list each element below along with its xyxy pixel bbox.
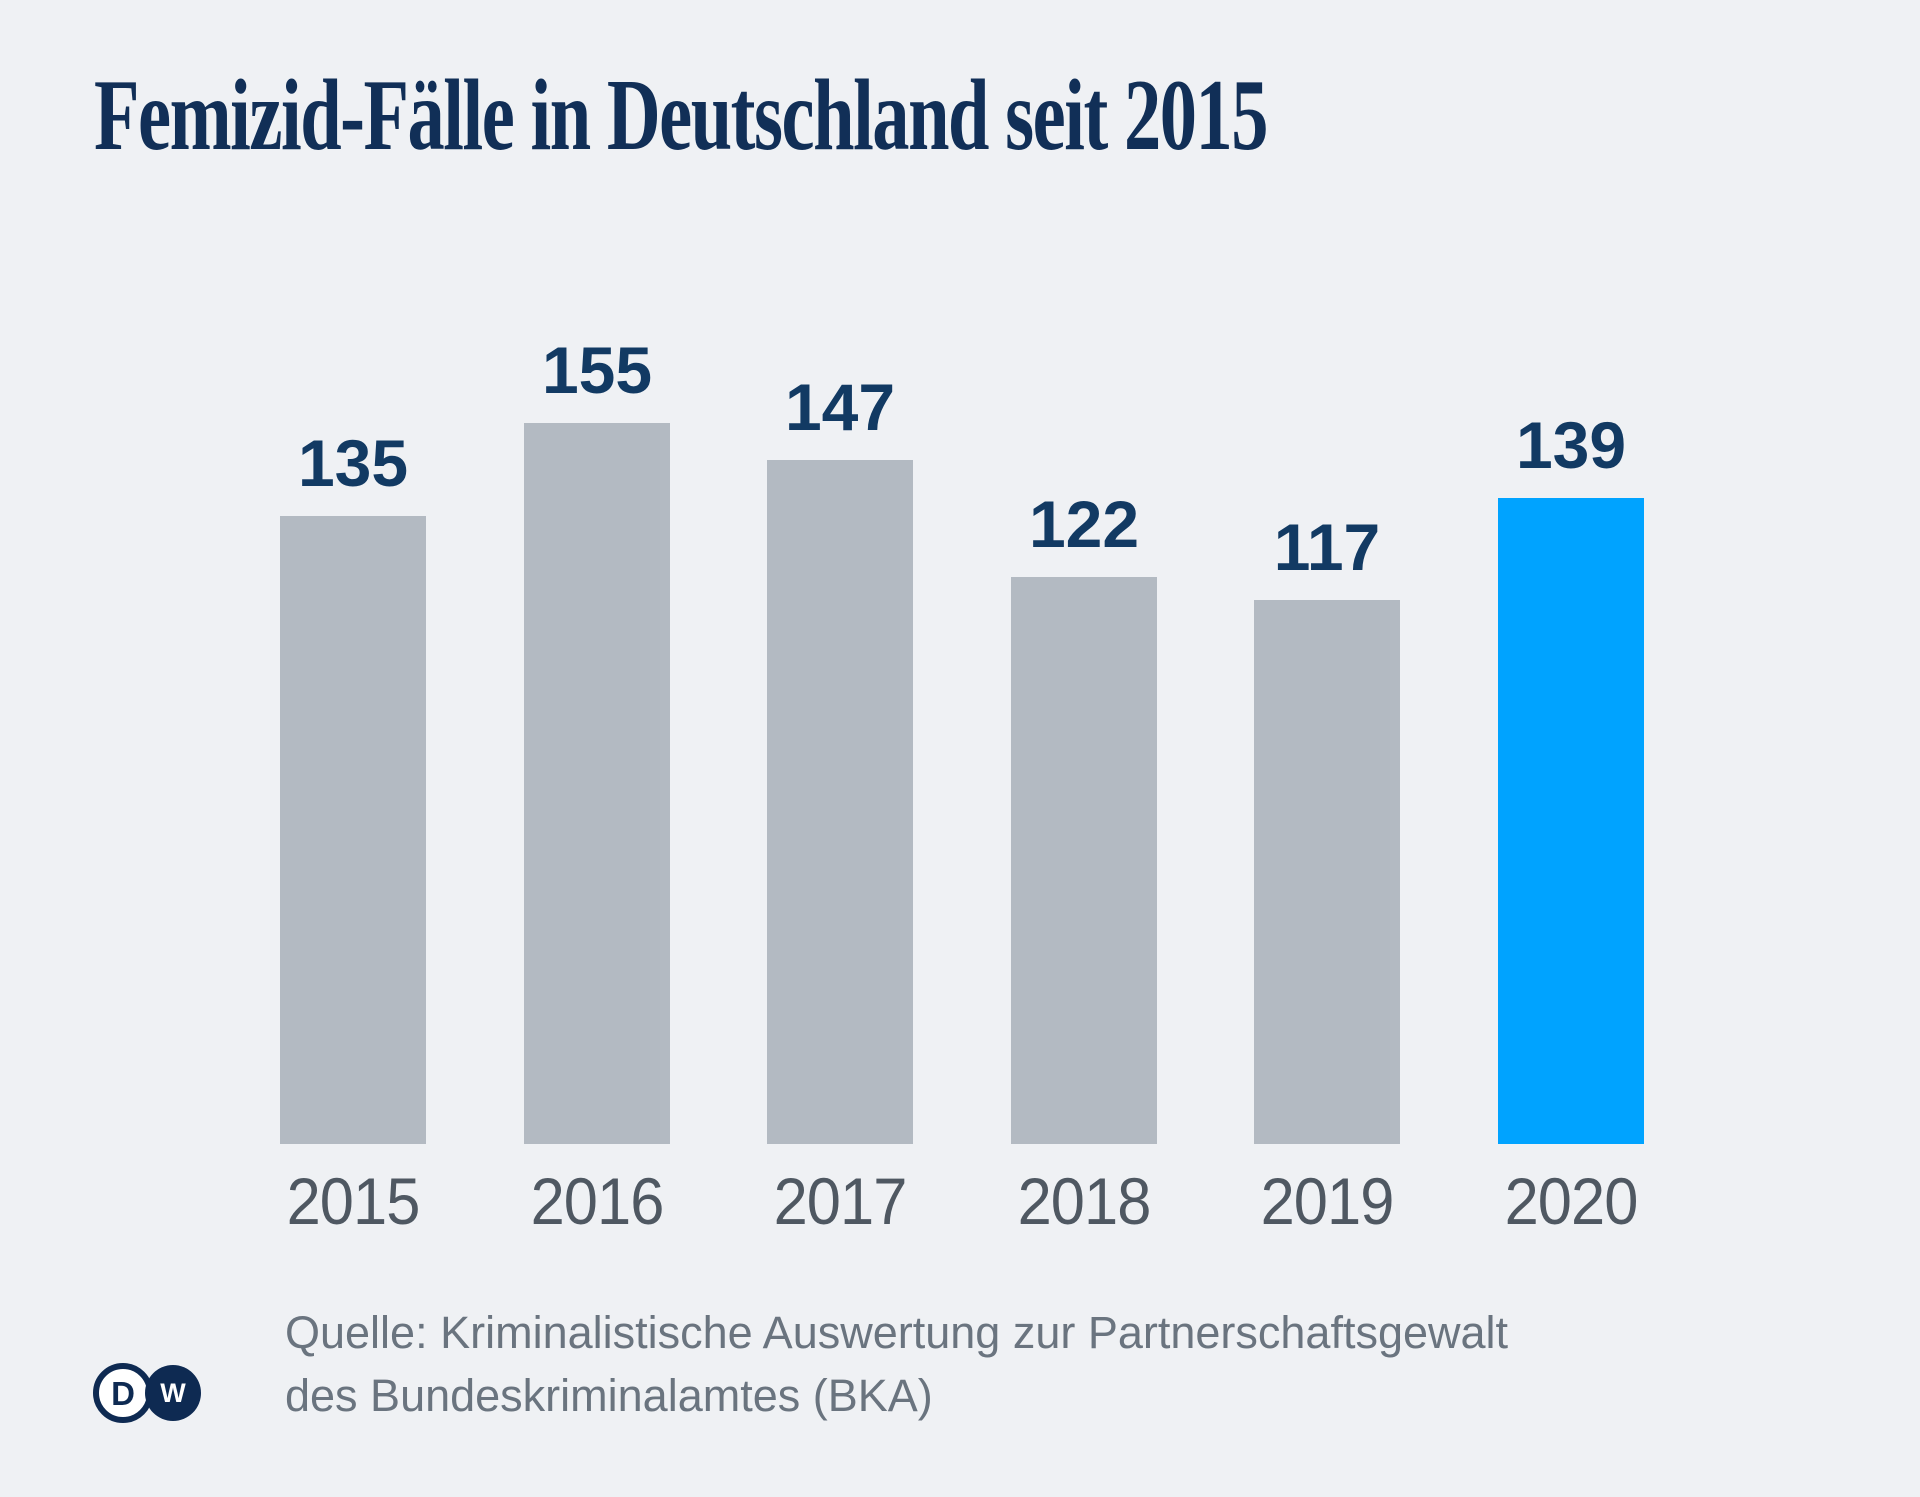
bar-2018 bbox=[1011, 577, 1157, 1144]
value-label-2019: 117 bbox=[1273, 510, 1381, 584]
year-label-2017: 2017 bbox=[773, 1164, 908, 1238]
chart-title: Femizid-Fälle in Deutschland seit 2015 bbox=[94, 59, 1269, 172]
dw-logo-w-circle: W bbox=[145, 1365, 201, 1421]
year-label-2018: 2018 bbox=[1017, 1164, 1152, 1238]
year-label-2019: 2019 bbox=[1260, 1164, 1395, 1238]
source-attribution: Quelle: Kriminalistische Auswertung zur … bbox=[285, 1301, 1508, 1427]
year-label-2020: 2020 bbox=[1504, 1164, 1639, 1238]
dw-logo-d-circle: D bbox=[93, 1363, 153, 1423]
value-label-2016: 155 bbox=[541, 333, 653, 407]
value-label-2017: 147 bbox=[784, 370, 896, 444]
bar-2017 bbox=[767, 460, 913, 1144]
year-label-2016: 2016 bbox=[530, 1164, 665, 1238]
dw-logo: D W bbox=[93, 1363, 203, 1423]
bar-2019 bbox=[1254, 600, 1400, 1144]
year-label-2015: 2015 bbox=[286, 1164, 421, 1238]
value-label-2020: 139 bbox=[1515, 408, 1627, 482]
bar-2015 bbox=[280, 516, 426, 1144]
source-line-1: Quelle: Kriminalistische Auswertung zur … bbox=[285, 1307, 1509, 1358]
bar-2020 bbox=[1498, 498, 1644, 1144]
dw-logo-letter-d: D bbox=[111, 1374, 135, 1412]
bar-2016 bbox=[524, 423, 670, 1144]
value-label-2018: 122 bbox=[1028, 487, 1140, 561]
dw-logo-letter-w: W bbox=[160, 1377, 186, 1408]
value-label-2015: 135 bbox=[297, 426, 409, 500]
source-line-2: des Bundeskriminalamtes (BKA) bbox=[285, 1370, 933, 1421]
